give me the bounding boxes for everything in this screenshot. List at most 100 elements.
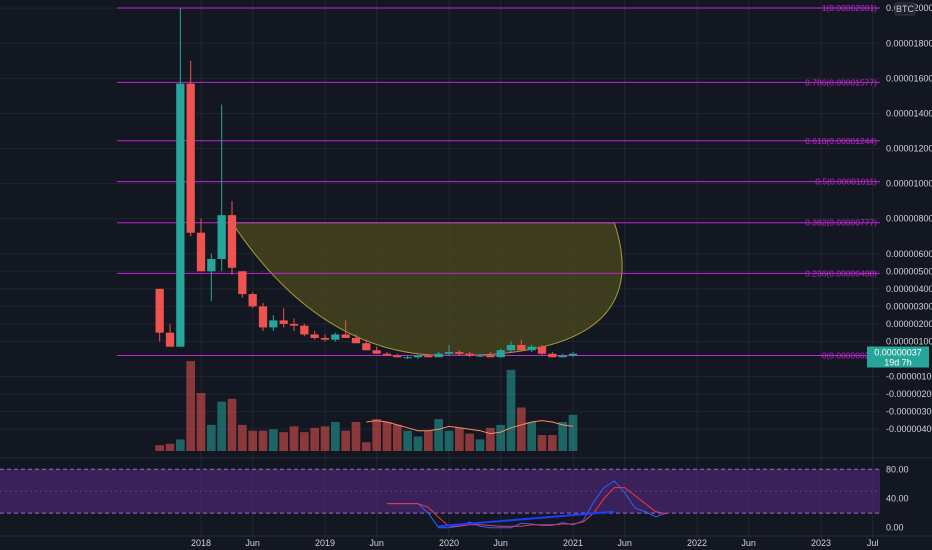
price-tick-label: 0.00001000	[886, 179, 932, 189]
time-tick-label: 2022	[687, 538, 707, 548]
price-tick-label: 0.00001600	[886, 73, 932, 83]
candle-body	[207, 259, 216, 272]
candle-body	[269, 320, 278, 328]
volume-bar	[279, 432, 289, 451]
oscillator-lines	[387, 480, 667, 529]
candle-body	[362, 343, 371, 351]
price-tick-label: 0.00001200	[886, 144, 932, 154]
candle-body	[475, 355, 485, 357]
volume-bar	[175, 439, 185, 451]
candle-body	[248, 294, 257, 307]
volume-bar	[258, 430, 268, 451]
oscillator-d-line	[387, 487, 667, 527]
candle-body	[300, 325, 309, 335]
current-price-text: 0.00000037	[874, 348, 922, 358]
candle-body	[382, 353, 392, 356]
price-tick-label: 0.00001400	[886, 108, 932, 118]
volume-bar	[268, 429, 278, 451]
countdown-badge	[867, 357, 929, 368]
candle-body	[558, 355, 567, 358]
candle-body	[444, 351, 454, 354]
volume-bar	[516, 407, 526, 451]
price-tick-label: 0.00000100	[886, 336, 932, 346]
volume-bar	[186, 361, 196, 451]
candle-body	[455, 351, 464, 354]
volume-bar	[206, 424, 216, 451]
volume-bar	[465, 433, 475, 451]
volume-bar	[382, 422, 392, 451]
candle-body	[238, 271, 247, 295]
price-tick-label: 0.00000200	[886, 319, 932, 329]
volume-bar	[289, 426, 299, 451]
volume-bar	[165, 443, 175, 451]
candle-body	[258, 306, 268, 328]
candle-body	[279, 320, 288, 324]
candle-body	[289, 323, 299, 326]
fib-label: 0(0.00000020)	[822, 350, 877, 360]
time-tick-label: 2021	[563, 538, 583, 548]
price-tick-label: 0.00000800	[886, 214, 932, 224]
volume-bar	[227, 398, 237, 451]
volume-bar	[372, 419, 382, 451]
candle-body	[506, 344, 516, 351]
oscillator-band	[0, 468, 880, 514]
volume-bar	[423, 430, 433, 451]
volume-bar	[330, 422, 340, 451]
oscillator-trendline	[438, 510, 615, 528]
candle-body	[351, 337, 361, 344]
countdown-text: 19d 7h	[884, 358, 912, 368]
candle-body	[537, 346, 547, 354]
candlesticks	[155, 8, 578, 359]
volume-bar	[475, 439, 485, 451]
volume-bar	[320, 426, 330, 451]
candle-body	[486, 355, 495, 358]
volume-bar	[568, 414, 578, 451]
volume-bar	[351, 422, 361, 451]
candle-body	[196, 232, 206, 272]
time-axis[interactable]: 2018 Jun 2019 Jun 2020 Jun 2021 Jun 2022 Jun 2023 J…	[191, 538, 878, 548]
fib-label: 0.5(0.00001011)	[815, 177, 877, 187]
candle-body	[393, 355, 402, 358]
time-tick-label: Jul	[867, 538, 879, 548]
candle-body	[372, 350, 381, 354]
candle-body	[310, 334, 319, 338]
candle-body	[424, 355, 433, 358]
volume-bar	[454, 427, 464, 451]
fib-label: 0.618(0.00001244)	[805, 136, 877, 146]
volume-ma	[366, 420, 574, 435]
price-tick-label: -0.00000300	[886, 407, 932, 417]
fib-label: 0.786(0.00001577)	[805, 77, 877, 87]
oscillator-k-line	[387, 480, 667, 529]
volume-bar	[506, 369, 516, 451]
oscillator-tick-label: 0.00	[886, 523, 904, 533]
candle-body	[413, 355, 423, 358]
price-axis[interactable]: 0.000020000.000018000.000016000.00001400…	[886, 3, 932, 434]
current-price-badge	[867, 346, 929, 358]
candle-body	[527, 346, 536, 351]
time-tick-label: Jun	[741, 538, 756, 548]
candle-body	[155, 288, 164, 333]
candle-body	[434, 353, 443, 358]
candle-body	[548, 353, 557, 358]
candle-body	[341, 334, 350, 338]
volume-bar	[496, 424, 506, 451]
volume-bar	[155, 445, 165, 451]
volume-bar	[299, 432, 309, 451]
candle-body	[186, 83, 195, 233]
volume-bar	[403, 430, 413, 451]
fib-label: 1(0.00002001)	[822, 3, 877, 13]
candle-body	[568, 353, 578, 356]
time-tick-label: Jun	[617, 538, 632, 548]
volume-bar	[341, 430, 351, 451]
time-tick-label: Jun	[493, 538, 508, 548]
candle-body	[496, 350, 505, 358]
candle-body	[320, 337, 330, 340]
fib-levels: 1(0.00002001) 0.786(0.00001577) 0.618(0.00…	[117, 3, 880, 360]
candle-body	[331, 334, 340, 340]
time-tick-label: 2019	[315, 538, 335, 548]
candle-body	[403, 357, 412, 359]
candle-body	[217, 215, 226, 260]
time-tick-label: Jun	[369, 538, 384, 548]
